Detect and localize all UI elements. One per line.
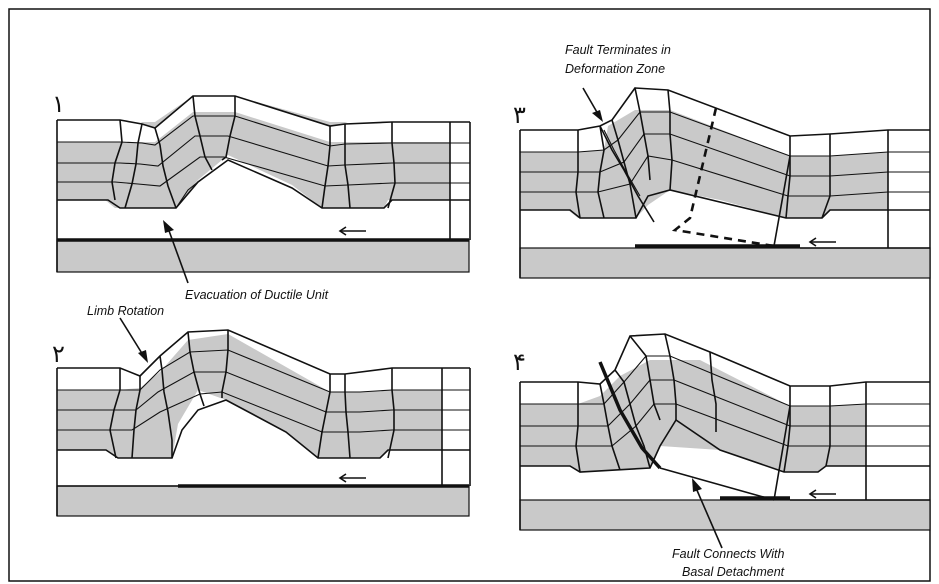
panel-1-annotation: Evacuation of Ductile Unit [185, 288, 329, 302]
panel-2-annotation: Limb Rotation [87, 304, 164, 318]
panel-1: ١ Evacuation of Ductile Un [52, 90, 471, 302]
panel-3-annotation-line2: Deformation Zone [565, 62, 665, 76]
panel-4-number: ۴ [513, 348, 526, 376]
panel-3-annotation-line1: Fault Terminates in [565, 43, 671, 57]
panel-4-annotation-line1: Fault Connects With [672, 547, 784, 561]
panel-1-number: ١ [52, 90, 65, 118]
panel-2: ٢ Limb Rotation [52, 304, 471, 517]
panel-2-number: ٢ [52, 340, 65, 368]
panel-3: ٣ Fault Terminates in Deformation Zone [513, 43, 931, 279]
panel-4: ۴ Fault Connects With Basal Detachment [513, 333, 931, 579]
panel-4-annotation-line2: Basal Detachment [682, 565, 785, 579]
figure-border [8, 8, 931, 582]
panel-3-number: ٣ [513, 101, 526, 129]
